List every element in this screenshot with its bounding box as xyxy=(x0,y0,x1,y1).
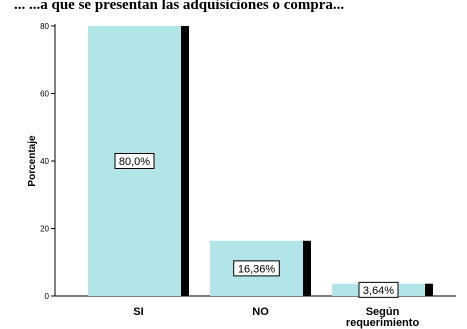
data-label-box xyxy=(233,260,280,277)
bar-shadow xyxy=(181,26,189,296)
data-label: 80,0% xyxy=(119,156,150,168)
y-tick-label: 0 xyxy=(45,292,50,301)
y-tick-label: 60 xyxy=(40,90,49,99)
y-axis-title: Porcentaje xyxy=(27,135,38,187)
category-label: NO xyxy=(252,306,269,318)
data-label-box xyxy=(114,153,155,169)
category-label: Según xyxy=(366,306,400,318)
bar-shadow xyxy=(303,240,311,296)
bar-shadow xyxy=(425,283,433,296)
category-label: requerimiento xyxy=(346,317,420,329)
page-title: ... ...a que se presentan las adquisicio… xyxy=(14,0,345,13)
y-tick-label: 80 xyxy=(40,22,49,31)
category-label: SI xyxy=(133,306,143,318)
data-label-box xyxy=(358,281,399,298)
y-tick-label: 20 xyxy=(40,225,49,234)
y-tick-label: 40 xyxy=(40,157,49,166)
data-label: 3,64% xyxy=(363,285,394,297)
data-label: 16,36% xyxy=(238,263,276,275)
